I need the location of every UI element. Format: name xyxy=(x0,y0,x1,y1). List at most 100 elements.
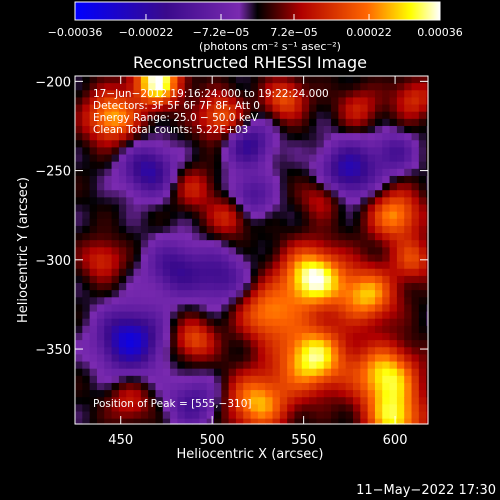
heatmap-cell xyxy=(287,76,296,84)
heatmap-cell xyxy=(89,197,98,206)
heatmap-cell xyxy=(294,418,303,425)
heatmap-cell xyxy=(331,183,339,191)
heatmap-cell xyxy=(316,168,325,177)
heatmap-cell xyxy=(104,240,113,248)
heatmap-cell xyxy=(89,354,98,363)
heatmap-cell xyxy=(389,140,398,148)
heatmap-cell xyxy=(404,340,413,348)
heatmap-cell xyxy=(170,118,179,127)
heatmap-cell xyxy=(140,254,149,263)
heatmap-cell xyxy=(133,275,142,284)
heatmap-cell xyxy=(199,111,208,120)
heatmap-cell xyxy=(162,111,171,120)
heatmap-cell xyxy=(367,411,376,420)
heatmap-cell xyxy=(89,283,98,291)
heatmap-cell xyxy=(294,204,303,213)
heatmap-cell xyxy=(367,83,376,91)
heatmap-cell xyxy=(250,304,259,313)
heatmap-cell xyxy=(177,240,186,248)
heatmap-cell xyxy=(155,304,164,313)
heatmap-cell xyxy=(301,361,310,370)
heatmap-cell xyxy=(331,190,339,198)
heatmap-cell xyxy=(206,340,215,348)
heatmap-cell xyxy=(309,225,318,234)
heatmap-cell xyxy=(250,347,259,355)
heatmap-cell xyxy=(118,111,127,120)
heatmap-cell xyxy=(243,318,252,327)
heatmap-cell xyxy=(404,283,413,291)
heatmap-cell xyxy=(374,133,383,141)
heatmap-cell xyxy=(140,147,149,156)
heatmap-cell xyxy=(155,347,164,355)
heatmap-cell xyxy=(287,397,296,405)
heatmap-cell xyxy=(221,197,230,206)
heatmap-cell xyxy=(111,411,120,420)
heatmap-cell xyxy=(411,325,420,334)
heatmap-cell xyxy=(140,340,149,348)
heatmap-cell xyxy=(294,118,303,127)
y-tick-label: −300 xyxy=(35,254,71,269)
heatmap-cell xyxy=(418,76,427,84)
heatmap-cell xyxy=(221,125,230,134)
heatmap-cell xyxy=(367,111,376,120)
heatmap-cell xyxy=(206,76,215,84)
heatmap-cell xyxy=(374,140,383,148)
heatmap-cell xyxy=(323,254,332,263)
heatmap-cell xyxy=(140,311,149,320)
heatmap-cell xyxy=(418,168,427,177)
heatmap-cell xyxy=(360,311,369,320)
heatmap-cell xyxy=(177,368,186,377)
heatmap-cell xyxy=(396,118,405,127)
heatmap-cell xyxy=(235,297,244,306)
heatmap-cell xyxy=(404,240,413,248)
heatmap-cell xyxy=(82,168,91,177)
heatmap-cell xyxy=(426,133,429,141)
heatmap-cell xyxy=(279,418,288,425)
heatmap-cell xyxy=(360,197,369,206)
heatmap-cell xyxy=(140,125,149,134)
heatmap-cell xyxy=(287,183,296,191)
heatmap-cell xyxy=(404,268,413,277)
heatmap-cell xyxy=(316,290,325,298)
heatmap-cell xyxy=(184,190,193,198)
heatmap-cell xyxy=(272,397,281,405)
heatmap-cell xyxy=(382,411,391,420)
heatmap-cell xyxy=(155,90,164,99)
heatmap-cell xyxy=(279,76,288,84)
heatmap-cell xyxy=(323,318,332,327)
heatmap-cell xyxy=(367,318,376,327)
heatmap-cell xyxy=(148,197,157,206)
heatmap-cell xyxy=(82,311,91,320)
heatmap-cell xyxy=(367,275,376,284)
heatmap-cell xyxy=(294,190,303,198)
heatmap-cell xyxy=(162,197,171,206)
heatmap-cell xyxy=(214,361,222,370)
heatmap-cell xyxy=(75,111,83,120)
heatmap-cell xyxy=(184,147,193,156)
heatmap-cell xyxy=(353,154,361,163)
heatmap-cell xyxy=(418,204,427,213)
heatmap-cell xyxy=(279,97,288,106)
heatmap-cell xyxy=(82,297,91,306)
heatmap-cell xyxy=(374,411,383,420)
heatmap-cell xyxy=(287,225,296,234)
heatmap-cell xyxy=(199,275,208,284)
heatmap-cell xyxy=(192,290,200,298)
chart-title: Reconstructed RHESSI Image xyxy=(133,53,367,72)
heatmap-cell xyxy=(214,240,222,248)
heatmap-cell xyxy=(396,161,405,170)
heatmap-cell xyxy=(221,147,230,156)
heatmap-cell xyxy=(235,161,244,170)
heatmap-cell xyxy=(331,140,339,148)
heatmap-cell xyxy=(104,147,113,156)
heatmap-cell xyxy=(265,197,274,206)
axis-ticks: 450 500 550 600−200−250−300−350 xyxy=(35,75,428,448)
heatmap-cell xyxy=(96,190,105,198)
heatmap-cell xyxy=(214,418,222,425)
heatmap-cell xyxy=(126,204,135,213)
heatmap-cell xyxy=(126,268,135,277)
heatmap-cell xyxy=(133,211,142,220)
heatmap-cell xyxy=(206,183,215,191)
heatmap-cell xyxy=(404,411,413,420)
heatmap-cell xyxy=(199,368,208,377)
